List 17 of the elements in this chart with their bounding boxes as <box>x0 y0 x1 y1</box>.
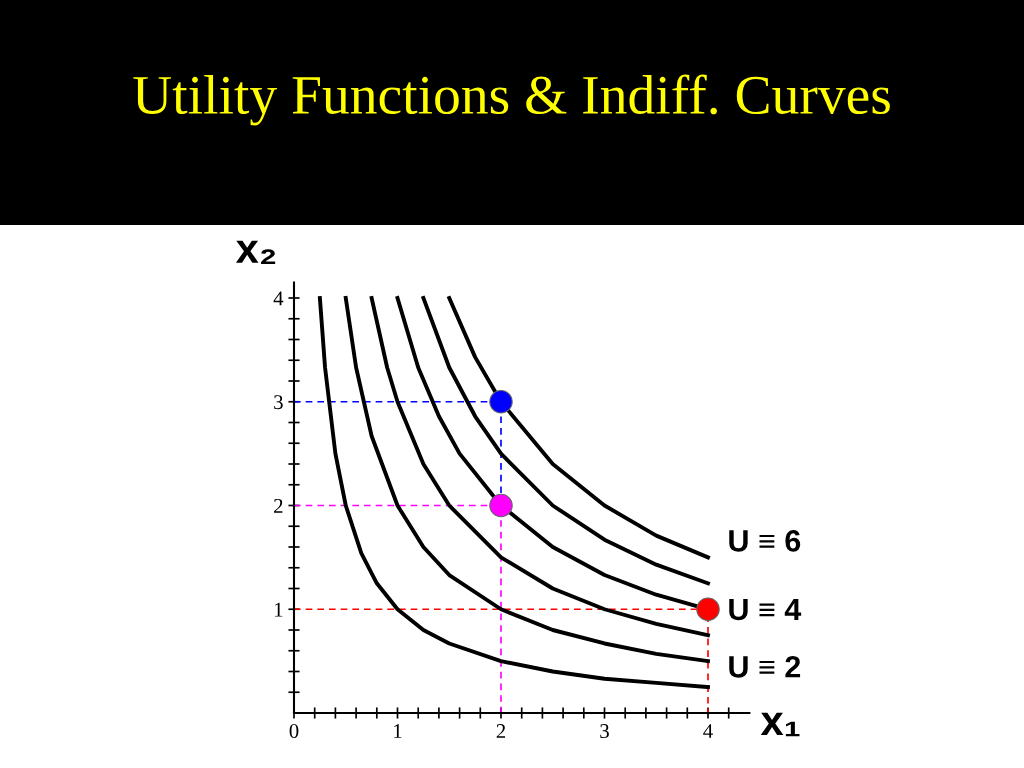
y-axis-title: x₂ <box>235 240 276 264</box>
x-tick-label: 4 <box>703 724 713 738</box>
x-tick-label: 2 <box>496 724 506 738</box>
line-series <box>421 296 710 586</box>
x-tick-label: 0 <box>289 724 299 739</box>
series-label: U ≡ 6 <box>729 530 801 552</box>
y-tick-label: 4 <box>273 291 284 306</box>
series-label: U ≡ 4 <box>729 598 802 621</box>
y-tick-label: 1 <box>275 602 283 617</box>
y-tick-label: 2 <box>274 498 283 513</box>
y-tick-label: 3 <box>274 395 283 410</box>
x-tick-label: 3 <box>600 724 609 739</box>
series-label: U ≡ 2 <box>729 656 801 678</box>
x-tick-label: 1 <box>394 724 402 738</box>
x-axis-title: x₁ <box>760 712 800 737</box>
chart-title: Utility Functions & Indiff. Curves <box>133 74 890 126</box>
line-series <box>447 296 710 560</box>
